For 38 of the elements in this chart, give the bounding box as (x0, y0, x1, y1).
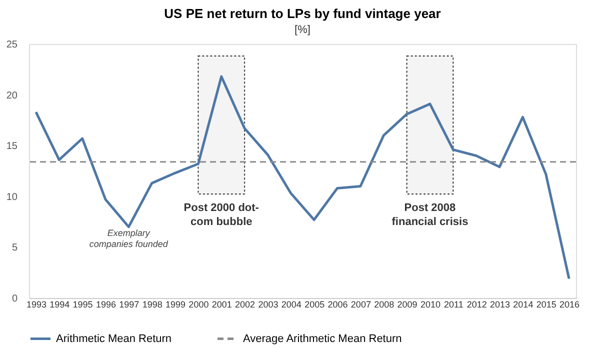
x-tick-label: 1996 (96, 300, 116, 310)
x-tick-label: 2009 (397, 300, 418, 310)
x-tick-label: 2007 (350, 300, 371, 310)
y-tick-label: 20 (6, 90, 18, 102)
legend-label: Arithmetic Mean Return (56, 332, 172, 345)
band-label: Post 2008 financial crisis (392, 202, 468, 228)
legend-label: Average Arithmetic Mean Return (243, 332, 402, 345)
x-tick-label: 2000 (188, 300, 209, 310)
x-tick-label: 2016 (560, 300, 580, 310)
x-tick-label: 2012 (466, 300, 487, 310)
x-tick-label: 2010 (420, 300, 440, 310)
chart-title: US PE net return to LPs by fund vintage year (164, 6, 441, 21)
x-tick-label: 2005 (304, 300, 325, 310)
x-tick-label: 1995 (72, 300, 93, 310)
y-tick-label: 15 (6, 141, 18, 152)
x-tick-label: 2008 (374, 300, 394, 310)
x-tick-label: 1998 (142, 300, 162, 310)
x-tick-label: 2006 (328, 300, 348, 310)
chart-subtitle: [%] (294, 24, 310, 36)
x-tick-label: 2002 (235, 300, 256, 310)
x-tick-label: 2013 (490, 300, 510, 310)
x-tick-label: 2001 (212, 300, 232, 310)
x-tick-label: 1993 (26, 300, 46, 310)
annotation: Exemplary companies founded (89, 228, 169, 249)
y-tick-label: 5 (12, 242, 18, 254)
y-tick-label: 10 (6, 192, 18, 203)
x-tick-label: 2014 (513, 300, 534, 310)
x-tick-label: 1994 (50, 300, 70, 310)
y-tick-label: 25 (6, 40, 18, 50)
x-tick-label: 1997 (119, 300, 140, 310)
y-tick-label: 0 (12, 294, 18, 304)
x-tick-label: 2004 (281, 300, 302, 310)
line-series (34, 75, 570, 280)
x-tick-label: 2003 (258, 300, 278, 310)
x-tick-label: 2011 (444, 300, 464, 310)
band-label: Post 2000 dot-com bubble (184, 202, 260, 228)
x-tick-label: 1999 (166, 300, 186, 310)
x-tick-label: 2015 (536, 300, 556, 310)
